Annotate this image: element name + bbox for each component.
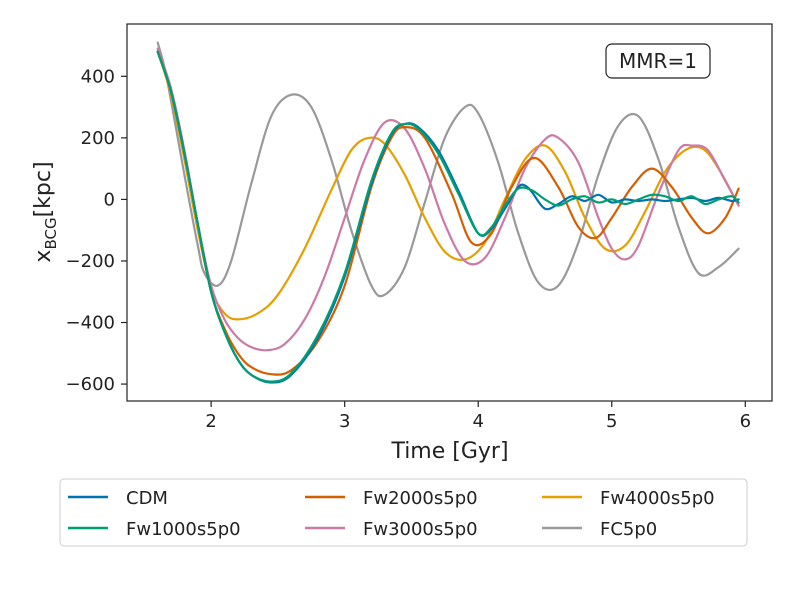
legend-label: Fw4000s5p0 bbox=[600, 488, 715, 509]
legend: CDM Fw1000s5p0 Fw2000s5p0 Fw3000s5p0 Fw4000s… bbox=[59, 478, 748, 547]
series-line-Fw1000s5p0 bbox=[156, 50, 740, 383]
x-tick-label: 6 bbox=[740, 411, 751, 432]
y-tick-label: −200 bbox=[66, 251, 115, 272]
x-axis-label: Time [Gyr] bbox=[390, 439, 508, 464]
legend-item-Fw4000s5p0: Fw4000s5p0 bbox=[542, 488, 715, 509]
y-tick-label: 200 bbox=[81, 128, 115, 149]
legend-label: FC5p0 bbox=[600, 519, 657, 540]
legend-item-Fw2000s5p0: Fw2000s5p0 bbox=[305, 488, 478, 509]
legend-item-Fw1000s5p0: Fw1000s5p0 bbox=[68, 519, 241, 540]
series-line-Fw4000s5p0 bbox=[156, 50, 740, 321]
x-tick-label: 5 bbox=[606, 411, 617, 432]
x-tick-label: 3 bbox=[339, 411, 350, 432]
legend-item-FC5p0: FC5p0 bbox=[542, 519, 657, 540]
legend-item-CDM: CDM bbox=[68, 488, 168, 509]
legend-item-Fw3000s5p0: Fw3000s5p0 bbox=[305, 519, 478, 540]
y-ticks: −600 −400 −200 0 200 400 bbox=[66, 66, 127, 395]
series-lines bbox=[156, 41, 740, 384]
legend-label: Fw2000s5p0 bbox=[363, 488, 478, 509]
legend-label: Fw1000s5p0 bbox=[126, 519, 241, 540]
x-tick-label: 2 bbox=[205, 411, 216, 432]
x-ticks: 2 3 4 5 6 bbox=[205, 401, 751, 432]
series-line-CDM bbox=[156, 50, 740, 384]
annotation-text: MMR=1 bbox=[619, 49, 697, 73]
y-tick-label: −400 bbox=[66, 313, 115, 334]
x-tick-label: 4 bbox=[472, 411, 483, 432]
legend-label: CDM bbox=[126, 488, 168, 509]
legend-label: Fw3000s5p0 bbox=[363, 519, 478, 540]
plot-frame bbox=[126, 23, 773, 402]
y-tick-label: 400 bbox=[81, 66, 115, 87]
y-tick-label: 0 bbox=[104, 189, 115, 210]
annotation-box: MMR=1 bbox=[605, 43, 711, 79]
series-line-Fw2000s5p0 bbox=[156, 50, 740, 376]
y-axis-label: xBCG[kpc] bbox=[31, 161, 60, 262]
y-tick-label: −600 bbox=[66, 374, 115, 395]
series-line-Fw3000s5p0 bbox=[156, 47, 740, 352]
